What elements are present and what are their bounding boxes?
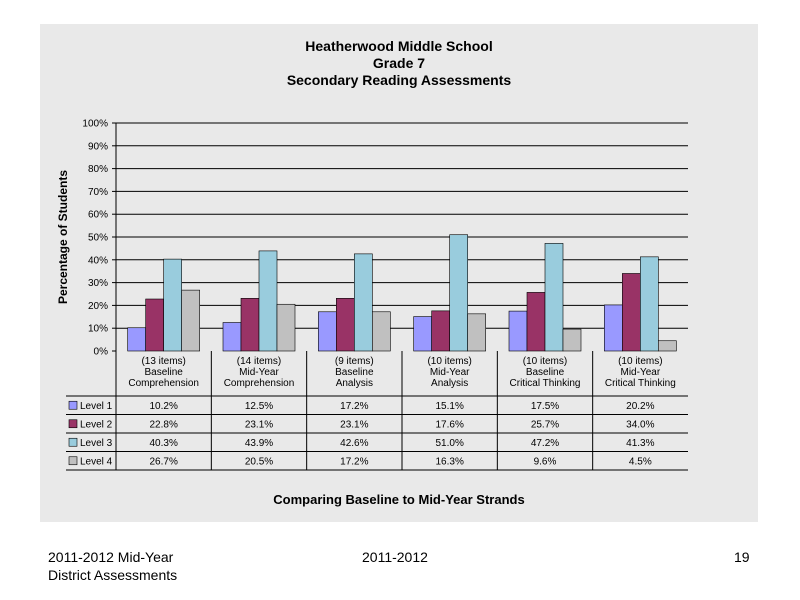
category-label: Comprehension: [128, 378, 199, 389]
bar-level-2: [336, 298, 355, 352]
y-tick-label: 80%: [88, 164, 108, 175]
y-tick-label: 20%: [88, 301, 108, 312]
category-label: Baseline: [335, 367, 374, 378]
footer-center: 2011-2012: [362, 549, 428, 565]
y-tick-label: 90%: [88, 141, 108, 152]
bar-level-2: [431, 310, 450, 352]
bar-level-3: [258, 250, 278, 352]
category-label: Baseline: [526, 367, 565, 378]
x-axis-title: Comparing Baseline to Mid-Year Strands: [273, 492, 525, 507]
bar-level-4: [372, 311, 391, 352]
category-label: (13 items): [141, 356, 185, 367]
data-label: 25.7%: [531, 419, 559, 430]
bar-level-1: [604, 304, 623, 352]
bar-level-2: [526, 292, 546, 352]
bar-level-1: [508, 310, 528, 352]
category-label: Mid-Year: [621, 367, 661, 378]
data-label: 23.1%: [340, 419, 368, 430]
bar-level-4: [276, 303, 296, 352]
legend-swatch: [68, 419, 78, 429]
data-label: 9.6%: [534, 456, 557, 467]
legend-swatch: [68, 437, 78, 447]
y-tick-label: 30%: [88, 278, 108, 289]
bar-level-3: [354, 253, 373, 352]
category-label: (14 items): [237, 356, 281, 367]
data-label: 16.3%: [435, 456, 463, 467]
data-label: 22.8%: [149, 419, 177, 430]
data-label: 17.5%: [531, 401, 559, 412]
legend-swatch: [68, 400, 78, 410]
category-label: Mid-Year: [239, 367, 279, 378]
data-label: 34.0%: [626, 419, 654, 430]
legend-label: Level 2: [80, 419, 113, 430]
data-label: 20.5%: [245, 456, 273, 467]
category-label: (10 items): [523, 356, 567, 367]
data-label: 51.0%: [435, 438, 463, 449]
category-label: Critical Thinking: [605, 378, 676, 389]
category-label: Analysis: [336, 378, 373, 389]
bar-level-2: [622, 273, 641, 352]
y-tick-label: 70%: [88, 187, 108, 198]
y-axis-title: Percentage of Students: [56, 170, 70, 304]
bar-level-1: [413, 316, 432, 352]
y-tick-label: 10%: [88, 324, 108, 335]
chart-title-line-1: Heatherwood Middle School: [305, 38, 493, 54]
data-label: 43.9%: [245, 438, 273, 449]
category-label: Mid-Year: [430, 367, 470, 378]
legend-label: Level 4: [80, 456, 113, 467]
legend-swatch: [68, 456, 78, 466]
data-label: 17.6%: [435, 419, 463, 430]
bar-level-2: [145, 298, 164, 352]
footer-left-line-2: District Assessments: [48, 567, 178, 583]
footer-left-line-1: 2011-2012 Mid-Year: [48, 549, 174, 565]
bar-level-4: [181, 289, 200, 352]
data-label: 17.2%: [340, 456, 368, 467]
data-label: 23.1%: [245, 419, 273, 430]
bar-level-4: [467, 313, 486, 352]
bar-level-1: [318, 311, 337, 352]
data-label: 12.5%: [245, 401, 273, 412]
y-tick-label: 0%: [94, 347, 109, 358]
data-label: 10.2%: [149, 401, 177, 412]
data-label: 42.6%: [340, 438, 368, 449]
y-tick-label: 50%: [88, 233, 108, 244]
y-tick-label: 40%: [88, 255, 108, 266]
data-label: 26.7%: [149, 456, 177, 467]
bar-level-1: [222, 322, 242, 352]
category-label: (10 items): [427, 356, 471, 367]
chart-title-line-3: Secondary Reading Assessments: [286, 72, 512, 88]
category-label: (9 items): [335, 356, 374, 367]
category-label: Comprehension: [224, 378, 295, 389]
bar-level-4: [562, 328, 582, 352]
bar-level-3: [640, 256, 659, 352]
category-label: Critical Thinking: [510, 378, 581, 389]
data-label: 15.1%: [435, 401, 463, 412]
bar-level-1: [127, 327, 146, 352]
category-label: (10 items): [618, 356, 662, 367]
chart-panel: [40, 24, 758, 522]
bar-level-4: [658, 340, 677, 352]
bar-level-3: [163, 258, 182, 352]
category-label: Analysis: [431, 378, 468, 389]
chart-title-line-2: Grade 7: [372, 55, 426, 71]
data-label: 4.5%: [629, 456, 652, 467]
page-number: 19: [734, 549, 750, 565]
legend-label: Level 3: [80, 438, 113, 449]
bar-level-3: [544, 243, 564, 352]
category-label: Baseline: [144, 367, 183, 378]
legend-label: Level 1: [80, 401, 113, 412]
bar-level-2: [240, 298, 260, 352]
data-label: 17.2%: [340, 401, 368, 412]
data-label: 20.2%: [626, 401, 654, 412]
y-tick-label: 100%: [82, 119, 108, 130]
data-label: 41.3%: [626, 438, 654, 449]
y-tick-label: 60%: [88, 210, 108, 221]
bar-level-3: [449, 234, 468, 352]
data-label: 40.3%: [149, 438, 177, 449]
data-label: 47.2%: [531, 438, 559, 449]
